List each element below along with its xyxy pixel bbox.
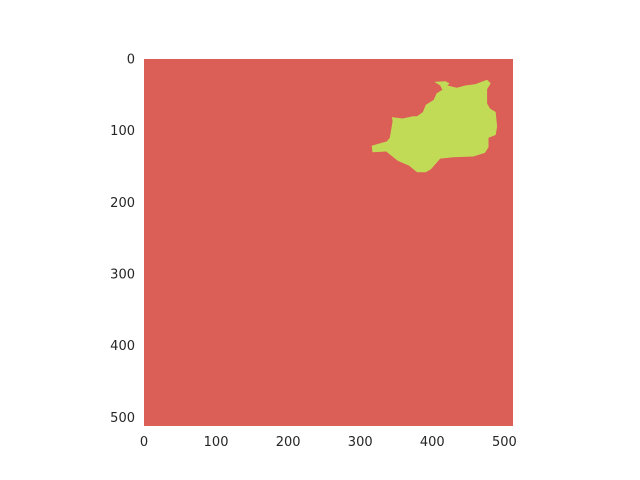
y-axis: 0 100 200 300 400 500: [110, 53, 135, 426]
x-tick-label: 400: [420, 435, 445, 450]
x-tick-label: 300: [348, 435, 373, 450]
y-tick-label: 0: [127, 53, 135, 68]
x-axis: 0 100 200 300 400 500: [140, 435, 517, 450]
y-tick-label: 400: [110, 339, 135, 354]
x-tick-label: 0: [140, 435, 148, 450]
x-tick-label: 100: [204, 435, 229, 450]
x-tick-label: 500: [492, 435, 517, 450]
y-tick-label: 500: [110, 411, 135, 426]
y-tick-label: 200: [110, 196, 135, 211]
y-tick-label: 100: [110, 124, 135, 139]
plot-area: [144, 59, 513, 426]
x-tick-label: 200: [276, 435, 301, 450]
region-class-area: [371, 79, 498, 173]
y-tick-label: 300: [110, 268, 135, 283]
